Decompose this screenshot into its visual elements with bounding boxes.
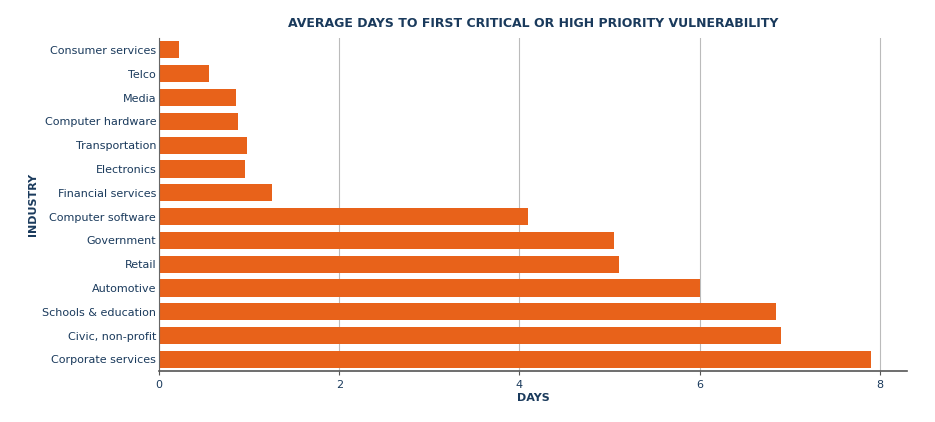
Bar <box>159 327 781 344</box>
Bar <box>159 65 209 82</box>
Bar <box>159 303 776 320</box>
X-axis label: DAYS: DAYS <box>516 393 550 403</box>
Bar <box>159 160 245 178</box>
Bar <box>159 208 528 225</box>
Bar <box>159 351 870 368</box>
Bar <box>159 279 699 297</box>
Bar <box>159 41 179 59</box>
Bar <box>159 89 236 106</box>
Y-axis label: INDUSTRY: INDUSTRY <box>28 173 38 236</box>
Bar <box>159 137 247 154</box>
Bar <box>159 232 614 249</box>
Title: AVERAGE DAYS TO FIRST CRITICAL OR HIGH PRIORITY VULNERABILITY: AVERAGE DAYS TO FIRST CRITICAL OR HIGH P… <box>288 17 778 30</box>
Bar <box>159 184 271 201</box>
Bar <box>159 113 238 130</box>
Bar <box>159 256 619 273</box>
